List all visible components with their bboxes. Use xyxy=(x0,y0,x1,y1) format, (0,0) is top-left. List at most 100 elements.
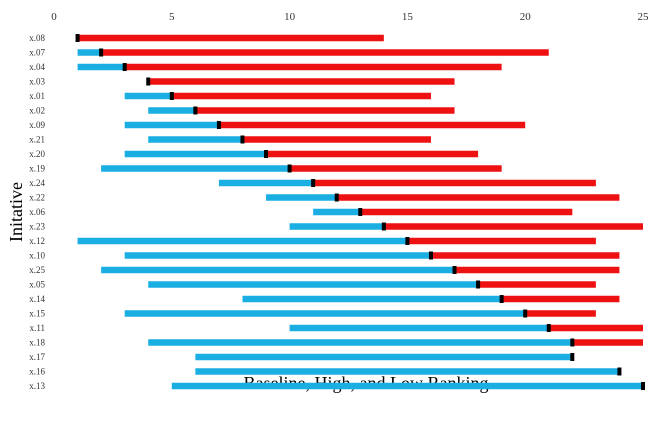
high-segment-bar xyxy=(548,324,643,332)
low-segment-bar xyxy=(195,353,573,361)
low-segment-bar xyxy=(101,165,290,172)
baseline-marker xyxy=(381,222,386,231)
low-segment-bar xyxy=(101,266,455,274)
baseline-marker xyxy=(358,208,363,216)
category-label: x.16 xyxy=(29,367,45,377)
baseline-marker xyxy=(122,63,127,71)
high-segment-bar xyxy=(360,208,573,216)
category-label: x.07 xyxy=(29,48,45,58)
low-segment-bar xyxy=(313,208,361,216)
baseline-marker xyxy=(452,266,457,274)
baseline-marker xyxy=(75,34,80,42)
baseline-marker xyxy=(99,48,104,57)
high-segment-bar xyxy=(572,339,643,346)
category-label: x.01 xyxy=(29,91,45,101)
low-segment-bar xyxy=(148,339,573,346)
high-segment-bar xyxy=(148,78,455,85)
x-tick-label: 15 xyxy=(402,11,414,23)
category-label: x.25 xyxy=(29,265,45,275)
baseline-marker xyxy=(240,135,245,144)
low-segment-bar xyxy=(218,179,314,187)
high-segment-bar xyxy=(195,107,455,114)
baseline-marker xyxy=(146,77,151,86)
category-label: x.08 xyxy=(29,33,45,43)
baseline-marker xyxy=(570,338,575,347)
category-label: x.19 xyxy=(29,164,45,174)
high-segment-bar xyxy=(525,310,596,317)
high-segment-bar xyxy=(242,136,431,143)
baseline-marker xyxy=(169,92,174,100)
category-label: x.10 xyxy=(29,251,45,261)
low-segment-bar xyxy=(148,281,479,288)
baseline-marker xyxy=(334,193,339,202)
baseline-marker xyxy=(523,309,528,318)
high-segment-bar xyxy=(101,49,549,56)
x-tick-label: 10 xyxy=(284,11,296,23)
baseline-marker xyxy=(405,237,410,245)
high-segment-bar xyxy=(171,92,431,100)
high-segment-bar xyxy=(77,34,384,42)
high-segment-bar xyxy=(383,223,643,230)
high-segment-bar xyxy=(266,150,479,158)
baseline-marker xyxy=(216,121,221,129)
baseline-marker xyxy=(193,106,198,115)
category-label: x.21 xyxy=(29,135,45,145)
low-segment-bar xyxy=(77,237,408,245)
category-label: x.04 xyxy=(29,62,45,72)
high-segment-bar xyxy=(289,165,502,172)
x-tick-label: 0 xyxy=(51,11,57,23)
baseline-marker xyxy=(546,324,551,332)
x-tick-label: 5 xyxy=(169,11,175,23)
low-segment-bar xyxy=(289,324,549,332)
baseline-marker xyxy=(476,280,481,289)
y-axis-title: Initative xyxy=(6,182,26,242)
high-segment-bar xyxy=(407,237,596,245)
baseline-marker xyxy=(570,353,575,361)
low-segment-bar xyxy=(171,382,644,390)
category-label: x.15 xyxy=(29,309,45,319)
category-label: x.11 xyxy=(30,323,45,333)
baseline-marker xyxy=(264,150,269,158)
low-segment-bar xyxy=(124,252,431,259)
low-segment-bar xyxy=(124,310,526,317)
low-segment-bar xyxy=(77,63,125,71)
category-label: x.24 xyxy=(29,178,45,188)
category-label: x.18 xyxy=(29,338,45,348)
low-segment-bar xyxy=(289,223,384,230)
category-label: x.20 xyxy=(29,149,45,159)
high-segment-bar xyxy=(478,281,596,288)
x-tick-label: 20 xyxy=(520,11,532,23)
high-segment-bar xyxy=(336,194,620,201)
category-label: x.02 xyxy=(29,106,45,116)
high-segment-bar xyxy=(218,121,526,129)
high-segment-bar xyxy=(430,252,620,259)
baseline-marker xyxy=(499,295,504,303)
category-label: x.06 xyxy=(29,207,45,217)
baseline-marker xyxy=(617,367,622,376)
low-segment-bar xyxy=(195,368,620,375)
category-label: x.03 xyxy=(29,77,45,87)
x-tick-label: 25 xyxy=(638,11,649,23)
baseline-marker xyxy=(428,251,433,260)
plot-area: 0 5 10 15 20 25 x.08 x.07 x.04 x.03 x.01 x.02 x.09 x.… xyxy=(29,11,649,391)
category-label: x.12 xyxy=(29,236,45,246)
low-segment-bar xyxy=(266,194,337,201)
low-segment-bar xyxy=(124,121,219,129)
low-segment-bar xyxy=(124,150,267,158)
category-label: x.13 xyxy=(29,381,45,391)
baseline-marker xyxy=(311,179,316,187)
category-label: x.22 xyxy=(29,193,45,203)
category-label: x.05 xyxy=(29,280,45,290)
category-label: x.17 xyxy=(29,352,45,362)
baseline-marker xyxy=(641,382,645,390)
category-label: x.23 xyxy=(29,222,45,232)
low-segment-bar xyxy=(242,295,502,303)
low-segment-bar xyxy=(148,136,243,143)
low-segment-bar xyxy=(77,49,102,56)
low-segment-bar xyxy=(124,92,172,100)
category-label: x.14 xyxy=(29,294,45,304)
high-segment-bar xyxy=(124,63,502,71)
category-label: x.09 xyxy=(29,120,45,130)
low-segment-bar xyxy=(148,107,196,114)
